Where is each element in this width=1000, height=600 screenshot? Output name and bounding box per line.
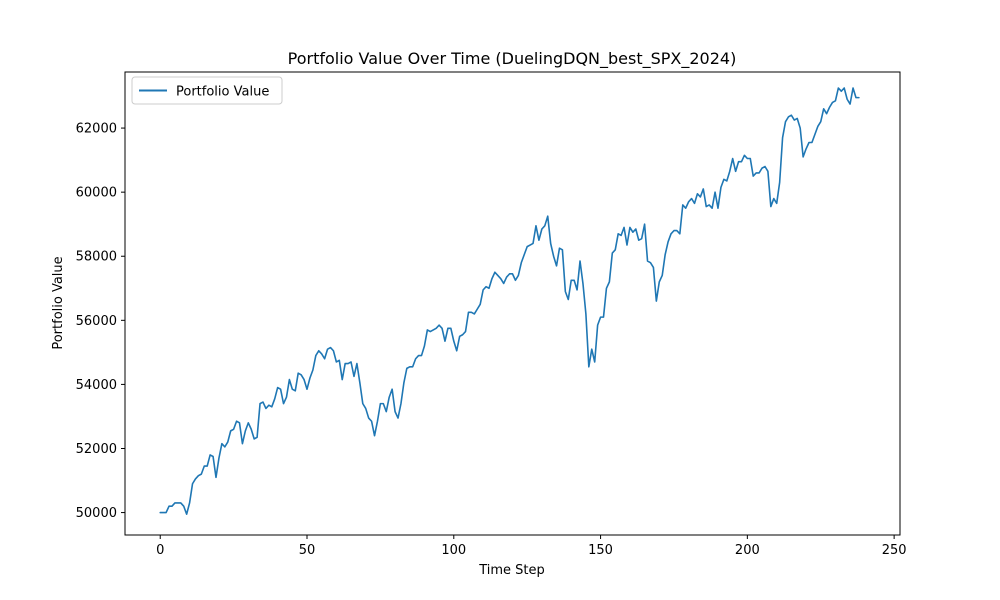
y-axis-label: Portfolio Value — [51, 256, 66, 349]
series-line-0 — [159, 87, 860, 515]
y-tick-label: 56000 — [76, 314, 117, 329]
x-tick-label: 0 — [156, 543, 164, 558]
y-tick-label: 60000 — [76, 186, 117, 201]
y-tick-label: 62000 — [76, 122, 117, 137]
plot-frame — [124, 71, 901, 536]
legend-box — [131, 76, 283, 105]
x-tick-label: 100 — [441, 543, 466, 558]
y-tick-label: 52000 — [76, 442, 117, 457]
y-tick-label: 58000 — [76, 250, 117, 265]
legend: Portfolio Value — [131, 76, 283, 105]
plot-area: 0 50 100 150 200 250 50000 52000 54000 56000 58000… — [76, 71, 907, 558]
chart-title: Portfolio Value Over Time (DuelingDQN_be… — [288, 49, 737, 69]
y-tick-label: 50000 — [76, 506, 117, 521]
legend-series-label: Portfolio Value — [176, 85, 269, 100]
y-tick-label: 54000 — [76, 378, 117, 393]
x-tick-label: 200 — [735, 543, 760, 558]
x-tick-label: 150 — [588, 543, 613, 558]
x-tick-label: 250 — [882, 543, 907, 558]
x-axis-label: Time Step — [478, 563, 545, 578]
x-tick-label: 50 — [299, 543, 316, 558]
